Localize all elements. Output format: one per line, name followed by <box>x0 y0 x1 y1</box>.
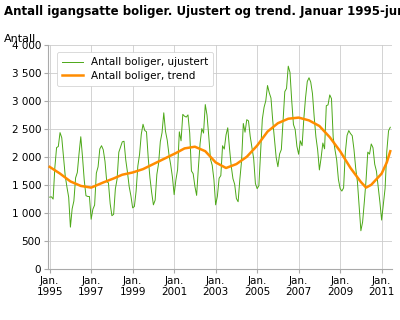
Antall boliger, ujustert <box>388 125 393 129</box>
Antall boliger, trend <box>72 181 76 185</box>
Antall boliger, trend <box>296 116 301 119</box>
Antall boliger, trend <box>89 186 94 189</box>
Antall boliger, trend <box>367 184 372 188</box>
Antall boliger, ujustert <box>346 129 351 132</box>
Antall boliger, trend <box>47 165 52 169</box>
Antall boliger, trend <box>305 118 310 122</box>
Antall boliger, ujustert <box>286 64 291 68</box>
Antall boliger, trend <box>388 149 393 153</box>
Text: Antall: Antall <box>4 34 36 44</box>
Antall boliger, ujustert <box>92 203 97 207</box>
Legend: Antall boliger, ujustert, Antall boliger, trend: Antall boliger, ujustert, Antall boliger… <box>57 52 214 86</box>
Antall boliger, ujustert <box>367 152 372 156</box>
Antall boliger, trend <box>94 183 99 187</box>
Antall boliger, trend <box>348 166 353 170</box>
Text: Antall igangsatte boliger. Ujustert og trend. Januar 1995-juni 2011: Antall igangsatte boliger. Ujustert og t… <box>4 5 400 18</box>
Antall boliger, ujustert <box>303 96 308 100</box>
Antall boliger, ujustert <box>262 106 266 109</box>
Antall boliger, ujustert <box>72 199 76 203</box>
Line: Antall boliger, trend: Antall boliger, trend <box>50 117 390 188</box>
Antall boliger, trend <box>263 132 268 136</box>
Antall boliger, ujustert <box>47 195 52 199</box>
Antall boliger, ujustert <box>358 229 363 233</box>
Line: Antall boliger, ujustert: Antall boliger, ujustert <box>50 66 390 231</box>
